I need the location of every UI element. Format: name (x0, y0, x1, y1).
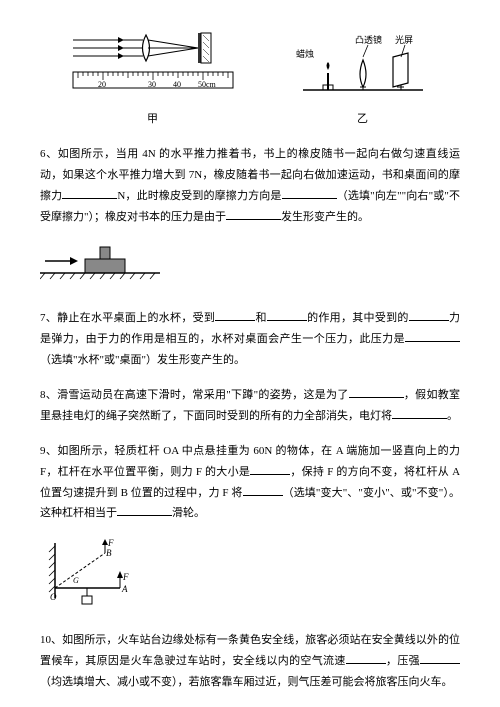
question-8: 8、滑雪运动员在高速下滑时，常采用"下蹲"的姿势，这是为了，假如教室里悬挂电灯的… (40, 385, 460, 427)
figure-q9: O A B F F G (40, 538, 140, 608)
svg-text:B: B (106, 548, 112, 558)
svg-text:30: 30 (148, 80, 156, 89)
blank (243, 483, 283, 496)
q9-num: 9、 (40, 445, 57, 457)
svg-text:光屏: 光屏 (395, 35, 413, 45)
q10-text-b: ，压强 (386, 655, 420, 667)
q7-num: 7、 (40, 312, 57, 324)
svg-text:40: 40 (173, 80, 181, 89)
q10-text-c: （均选填增大、减小或不变），若旅客靠车厢过近，则气压差可能会将旅客压向火车。 (40, 676, 453, 688)
svg-text:G: G (73, 576, 79, 585)
question-9: 9、如图所示，轻质杠杆 OA 中点悬挂重为 60N 的物体，在 A 端施加一竖直… (40, 441, 460, 525)
ruler-lens-diagram: 20 30 40 50cm (68, 30, 238, 105)
label-yi: 乙 (293, 109, 433, 130)
q7-text-e: （选填"水杯"或"桌面"）发生形变产生的。 (40, 354, 245, 366)
q8-num: 8、 (40, 389, 57, 401)
question-10: 10、如图所示，火车站台边缘处标有一条黄色安全线，旅客必须站在安全黄线以外的位置… (40, 630, 460, 693)
svg-text:F: F (122, 572, 129, 582)
svg-text:蜡烛: 蜡烛 (296, 48, 314, 59)
lever-diagram: O A B F F G (40, 538, 140, 608)
blank (392, 406, 447, 419)
blank (215, 308, 255, 321)
svg-text:A: A (121, 584, 128, 594)
blank (62, 186, 117, 199)
svg-text:O: O (50, 592, 57, 602)
blank (117, 503, 172, 516)
figure-q6 (40, 241, 160, 286)
optics-bench-diagram: 凸透镜 光屏 蜡烛 (293, 35, 433, 105)
label-jia: 甲 (68, 109, 238, 130)
question-6: 6、如图所示，当用 4N 的水平推力推着书，书上的橡皮随书一起向右做匀速直线运动… (40, 144, 460, 228)
svg-text:20: 20 (98, 80, 106, 89)
q7-text-c: 的作用，其中受到的 (307, 312, 409, 324)
q6-num: 6、 (40, 148, 58, 160)
svg-text:凸透镜: 凸透镜 (355, 35, 382, 45)
q7-text-b: 和 (255, 312, 267, 324)
svg-text:50cm: 50cm (198, 80, 217, 89)
q6-text-b: N，此时橡皮受到的摩擦力方向是 (117, 190, 281, 202)
blank (405, 329, 460, 342)
figure-yi: 凸透镜 光屏 蜡烛 乙 (293, 35, 433, 130)
q9-text-d: 滑轮。 (172, 507, 205, 519)
blank (420, 651, 460, 664)
question-7: 7、静止在水平桌面上的水杯，受到和的作用，其中受到的力是弹力，由于力的作用是相互… (40, 308, 460, 371)
q10-num: 10、 (40, 634, 62, 646)
top-figures: 20 30 40 50cm 甲 凸透镜 光屏 蜡烛 (40, 30, 460, 130)
blank (250, 462, 290, 475)
q7-text-a: 静止在水平桌面上的水杯，受到 (57, 312, 215, 324)
blank (267, 308, 307, 321)
q6-text-d: 发生形变产生的。 (281, 211, 369, 223)
blank (346, 651, 386, 664)
blank (282, 186, 337, 199)
q8-text-c: 。 (447, 410, 458, 422)
push-block-diagram (40, 241, 160, 286)
blank (349, 385, 404, 398)
blank (226, 207, 281, 220)
svg-text:F: F (107, 538, 114, 548)
q8-text-a: 滑雪运动员在高速下滑时，常采用"下蹲"的姿势，这是为了 (57, 389, 349, 401)
blank (409, 308, 449, 321)
figure-jia: 20 30 40 50cm 甲 (68, 30, 238, 130)
